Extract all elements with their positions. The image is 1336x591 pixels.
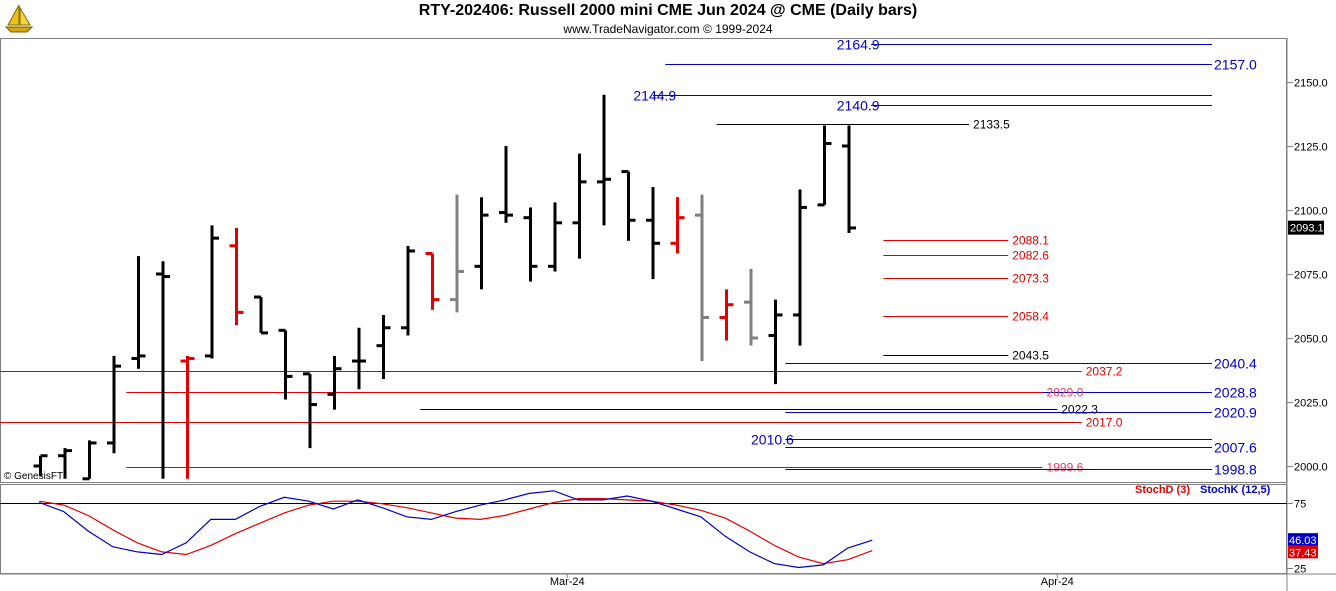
level-label-15: 2020.9 <box>1214 405 1257 421</box>
ohlc-bar-26 <box>670 197 685 254</box>
ohlc-bar-24 <box>621 170 636 241</box>
stoch-k-box <box>1288 533 1318 547</box>
ohlc-bar-29 <box>744 268 758 346</box>
ohlc-bar-8 <box>229 227 244 326</box>
level-label-5: 2088.1 <box>1012 234 1049 248</box>
stoch-tick-label-1: 75 <box>1294 499 1306 511</box>
price-tick-label-0: 2000.0 <box>1294 462 1328 474</box>
ohlc-bar-25 <box>646 186 660 280</box>
ohlc-bar-5 <box>156 261 170 479</box>
level-label-9: 2043.5 <box>1012 349 1049 363</box>
ohlc-bar-10 <box>278 328 293 400</box>
ohlc-bar-22 <box>572 153 587 259</box>
chart-header: RTY-202406: Russell 2000 mini CME Jun 20… <box>0 0 1336 38</box>
price-tick-label-5: 2125.0 <box>1294 142 1328 154</box>
stoch-d-value: 37.43 <box>1289 547 1317 559</box>
stoch-k-value: 46.03 <box>1289 535 1317 547</box>
ohlc-bar-11 <box>303 372 317 449</box>
price-tick-label-1: 2025.0 <box>1294 398 1328 410</box>
price-tick-label-2: 2050.0 <box>1294 334 1328 346</box>
level-label-6: 2082.6 <box>1012 249 1049 263</box>
level-label-18: 2007.6 <box>1214 440 1257 456</box>
level-label-12: 2028.8 <box>1214 385 1257 401</box>
ohlc-bar-12 <box>327 355 342 410</box>
ohlc-bar-15 <box>401 245 415 336</box>
price-tick-label-4: 2100.0 <box>1294 206 1328 218</box>
chart-title: RTY-202406: Russell 2000 mini CME Jun 20… <box>418 2 918 19</box>
copyright-label: © GenesisFT <box>4 471 63 482</box>
ohlc-bar-32 <box>817 125 832 207</box>
level-label-10: 2040.4 <box>1214 356 1257 372</box>
level-label-11: 2037.2 <box>1086 365 1123 379</box>
time-axis: Mar-24 Apr-24 <box>550 574 1074 588</box>
stoch-series-0 <box>39 498 873 565</box>
chart-frames <box>0 38 1336 591</box>
level-label-16: 2017.0 <box>1086 416 1123 430</box>
level-label-19: 1999.6 <box>1047 461 1084 475</box>
ohlc-bar-19 <box>499 146 513 223</box>
ohlc-bar-30 <box>768 299 783 385</box>
ohlc-bar-14 <box>376 314 391 379</box>
ohlc-bar-2 <box>82 440 97 481</box>
level-label-2: 2144.9 <box>633 88 676 104</box>
legend-stochk: StochK (12,5) <box>1200 484 1271 496</box>
time-label-1: Apr-24 <box>1041 576 1074 588</box>
last-price-box <box>1288 220 1324 235</box>
ohlc-bar-21 <box>548 202 562 272</box>
chart-subtitle: www.TradeNavigator.com © 1999-2024 <box>563 22 773 36</box>
level-label-8: 2058.4 <box>1012 310 1049 324</box>
level-label-13: 2029.0 <box>1047 386 1084 400</box>
price-tick-label-6: 2150.0 <box>1294 78 1328 90</box>
ohlc-bar-3 <box>107 355 121 454</box>
stoch-d-box <box>1288 545 1318 559</box>
ohlc-bars <box>33 94 856 481</box>
stoch-tick-label-0: 25 <box>1294 564 1306 576</box>
level-label-7: 2073.3 <box>1012 272 1049 286</box>
support-resistance-levels: 2164.9 2157.0 2144.9 2140.9 2133.5 2088.12082… <box>0 37 1257 478</box>
ohlc-bar-18 <box>474 197 489 290</box>
ohlc-bar-1 <box>58 448 72 479</box>
level-label-14: 2022.3 <box>1061 403 1098 417</box>
ohlc-bar-0 <box>33 454 48 477</box>
price-axis: 2000.0 2025.0 2050.0 2075.0 2100.0 2125.0 2150… <box>4 78 1328 483</box>
level-label-17: 2010.6 <box>751 432 794 448</box>
ohlc-bar-17 <box>450 194 464 313</box>
ohlc-bar-7 <box>205 225 219 359</box>
level-label-3: 2140.9 <box>837 98 880 114</box>
time-label-0: Mar-24 <box>550 576 585 588</box>
ohlc-bar-33 <box>842 125 856 234</box>
ohlc-bar-23 <box>597 94 611 226</box>
ohlc-bar-28 <box>719 289 734 341</box>
level-label-1: 2157.0 <box>1214 57 1257 73</box>
ohlc-bar-20 <box>523 207 538 282</box>
level-label-20: 1998.8 <box>1214 462 1257 478</box>
ohlc-bar-13 <box>352 327 366 390</box>
stoch-panel-frame <box>0 484 1287 574</box>
ohlc-bar-16 <box>425 252 440 310</box>
ohlc-bar-27 <box>695 194 709 362</box>
ohlc-bar-4 <box>131 256 146 369</box>
price-tick-label-3: 2075.0 <box>1294 270 1328 282</box>
ohlc-bar-6 <box>180 355 195 479</box>
level-label-0: 2164.9 <box>837 37 880 53</box>
level-label-4: 2133.5 <box>973 118 1010 132</box>
stoch-series-1 <box>39 490 873 569</box>
ohlc-bar-31 <box>793 189 807 346</box>
sailboat-icon <box>4 3 34 35</box>
legend-stochd: StochD (3) <box>1135 484 1190 496</box>
last-price-label: 2093.1 <box>1290 223 1324 235</box>
ohlc-bar-9 <box>254 295 268 335</box>
